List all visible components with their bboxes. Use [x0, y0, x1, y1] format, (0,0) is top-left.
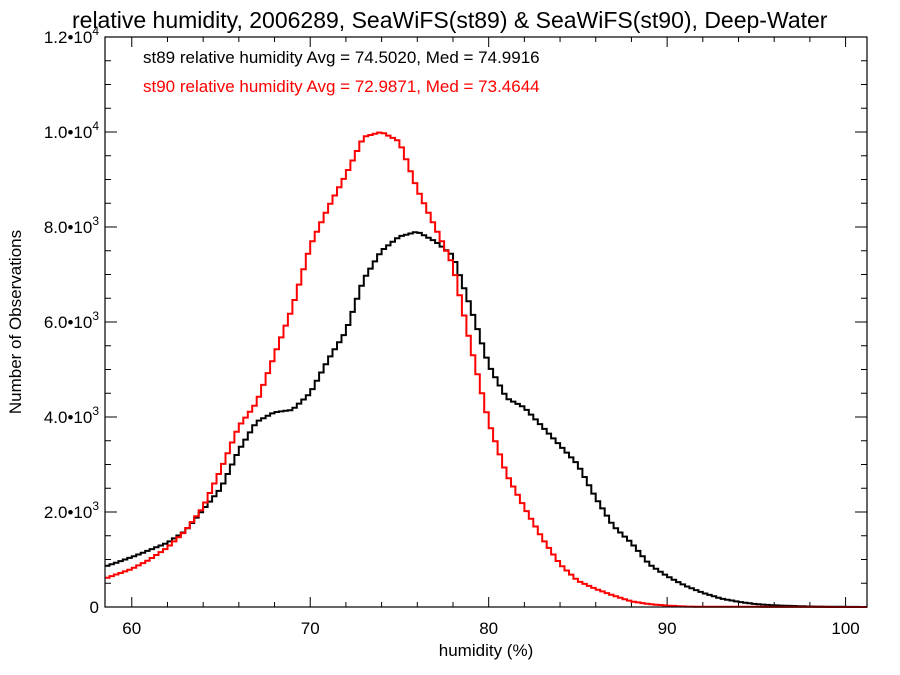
y-tick-label: 0 — [90, 598, 99, 617]
x-tick-label: 70 — [301, 619, 320, 638]
y-tick-label: 4.0•103 — [44, 404, 100, 427]
series-st90-line — [105, 131, 867, 608]
x-axis-label: humidity (%) — [439, 641, 533, 660]
x-tick-label: 100 — [831, 619, 859, 638]
y-tick-label: 6.0•103 — [44, 309, 100, 332]
y-axis-label: Number of Observations — [6, 230, 25, 414]
legend-st89-annotation: st89 relative humidity Avg = 74.5020, Me… — [143, 48, 540, 67]
y-tick-label: 1.2•104 — [44, 24, 100, 47]
x-tick-label: 80 — [479, 619, 498, 638]
y-tick-label: 2.0•103 — [44, 499, 100, 522]
y-tick-label: 8.0•103 — [44, 214, 100, 237]
legend-st90-annotation: st90 relative humidity Avg = 72.9871, Me… — [143, 77, 540, 96]
y-tick-label: 1.0•104 — [44, 119, 100, 142]
plot-frame — [104, 36, 868, 608]
series-st89-line — [105, 231, 867, 608]
x-tick-label: 90 — [658, 619, 677, 638]
x-tick-label: 60 — [122, 619, 141, 638]
series-group — [105, 131, 867, 608]
axis-ticks: 60 70 80 90 100 0 2.0•103 4.0•103 6.0•103 8.0•103… — [44, 24, 867, 638]
chart-title: relative humidity, 2006289, SeaWiFS(st89… — [72, 7, 828, 33]
